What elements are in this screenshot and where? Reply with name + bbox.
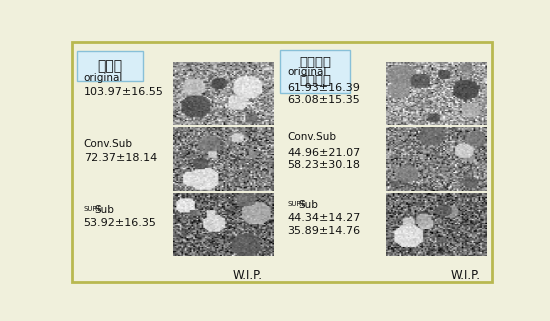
Text: SURE: SURE [84,206,102,212]
Text: 72.37±18.14: 72.37±18.14 [84,153,157,163]
FancyBboxPatch shape [280,50,350,93]
Text: 63.08±15.35: 63.08±15.35 [288,95,360,105]
Text: Conv.Sub: Conv.Sub [84,139,133,149]
Text: 35.89±14.76: 35.89±14.76 [288,226,361,236]
Text: original: original [288,67,327,77]
Text: original: original [84,73,123,83]
Text: 44.34±14.27: 44.34±14.27 [288,213,361,223]
Text: 61.93±16.39: 61.93±16.39 [288,82,360,92]
Text: 58.23±30.18: 58.23±30.18 [288,160,360,170]
Text: 44.96±21.07: 44.96±21.07 [288,148,361,158]
Text: Conv.Sub: Conv.Sub [288,133,337,143]
Text: SURE: SURE [288,201,306,207]
Text: 非がん部
（正常）: 非がん部 （正常） [299,56,331,87]
Text: がん部: がん部 [98,59,123,73]
FancyBboxPatch shape [72,42,492,282]
FancyBboxPatch shape [77,51,144,81]
Text: 103.97±16.55: 103.97±16.55 [84,87,163,98]
Text: W.I.P.: W.I.P. [233,269,263,282]
Text: Sub: Sub [298,200,318,210]
Text: W.I.P.: W.I.P. [450,269,480,282]
Text: Sub: Sub [95,205,114,215]
Text: 53.92±16.35: 53.92±16.35 [84,218,157,228]
